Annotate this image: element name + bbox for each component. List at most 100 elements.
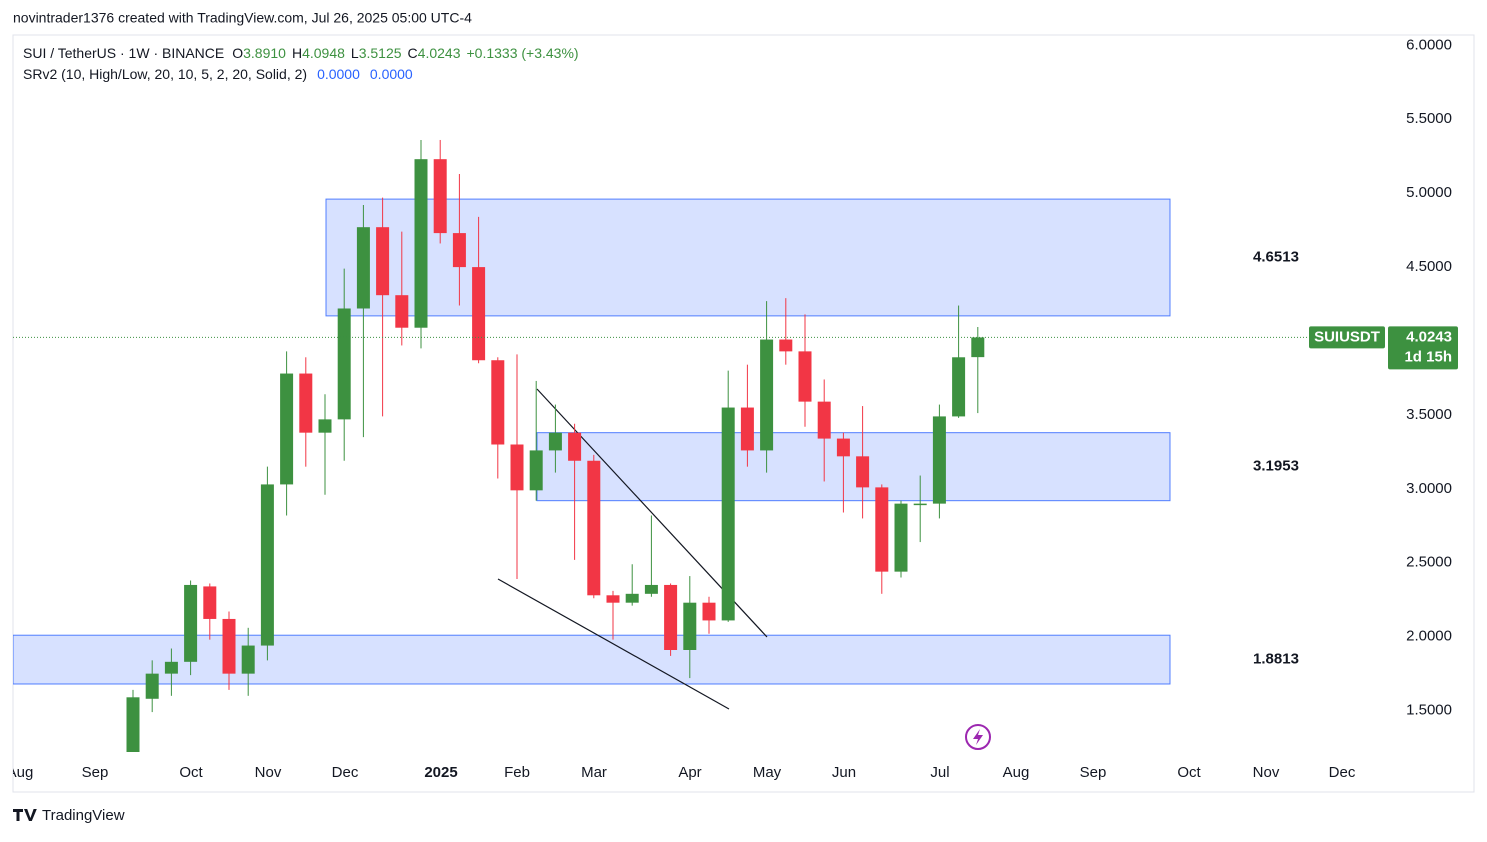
x-tick-label: 2025	[424, 764, 457, 781]
zone	[13, 634, 1171, 685]
candle-body	[664, 584, 678, 650]
ohlc-label: C	[408, 45, 418, 61]
ohlc-value: 4.0948	[302, 45, 345, 61]
candle-body	[203, 586, 217, 619]
x-tick-label: Aug	[7, 764, 34, 781]
y-tick-label: 2.0000	[1406, 628, 1452, 645]
x-tick-label: Sep	[1080, 764, 1107, 781]
x-tick-label: Oct	[179, 764, 203, 781]
indicator-name: SRv2 (10, High/Low, 20, 10, 5, 2, 20, So…	[23, 66, 307, 82]
candle-body	[913, 503, 927, 506]
zone-label: 1.8813	[1253, 651, 1299, 668]
y-tick-label: 5.5000	[1406, 110, 1452, 127]
y-tick-label: 6.0000	[1406, 36, 1452, 53]
trend-line	[497, 578, 730, 710]
candle-body	[184, 584, 198, 662]
candle-body	[241, 645, 255, 674]
candle-body	[356, 227, 370, 309]
candle-body	[606, 595, 620, 603]
indicator-value: 0.0000	[370, 66, 413, 82]
x-tick-label: Feb	[504, 764, 530, 781]
y-tick-label: 1.5000	[1406, 702, 1452, 719]
candle-body	[318, 419, 332, 433]
price-tag-box	[1388, 326, 1458, 370]
zone	[536, 432, 1171, 502]
candle-body	[721, 407, 735, 621]
candle-body	[779, 339, 793, 352]
y-tick-label: 3.5000	[1406, 406, 1452, 423]
candle-body	[683, 602, 697, 650]
y-tick-label: 3.0000	[1406, 480, 1452, 497]
countdown: 1d 15h	[1404, 348, 1452, 365]
candle-body	[587, 460, 601, 596]
x-axis: Aug Sep Oct Nov Dec 2025 Feb Mar Apr May Jun Jul Aug…	[7, 764, 1356, 781]
zone-label: 3.1953	[1253, 458, 1299, 475]
ohlc-label: O	[232, 45, 243, 61]
candle-body	[414, 159, 428, 328]
candle-body	[222, 618, 236, 674]
symbol-name: SUI / TetherUS · 1W · BINANCE	[23, 45, 224, 61]
indicator: SRv2 (10, High/Low, 20, 10, 5, 2, 20, So…	[23, 66, 413, 82]
ohlc-value: 3.8910	[243, 45, 286, 61]
candle-body	[472, 267, 486, 361]
candle-body	[856, 456, 870, 488]
x-tick-label: Dec	[332, 764, 359, 781]
ohlc-label: L	[351, 45, 359, 61]
candle-body	[568, 432, 582, 461]
change: +0.1333 (+3.43%)	[466, 45, 578, 61]
candle-body	[894, 503, 908, 572]
candle-body	[875, 487, 889, 572]
candle-body	[376, 227, 390, 296]
x-tick-label: Nov	[255, 764, 282, 781]
candle-body	[164, 661, 178, 674]
candle-body	[491, 360, 505, 445]
candle-body	[145, 673, 159, 699]
candle-body	[836, 438, 850, 457]
chart-frame	[12, 34, 1475, 793]
candle-body	[952, 357, 966, 417]
candle-body	[798, 351, 812, 402]
x-tick-label: Apr	[678, 764, 701, 781]
candle-body	[548, 432, 562, 451]
y-tick-label: 4.5000	[1406, 258, 1452, 275]
x-tick-label: Oct	[1177, 764, 1201, 781]
candle-body	[395, 295, 409, 328]
candle-body	[126, 697, 140, 752]
footer-brand: TradingView	[42, 807, 125, 824]
x-tick-label: Jun	[832, 764, 856, 781]
x-tick-label: Jul	[930, 764, 949, 781]
candle-body	[299, 373, 313, 433]
indicator-value: 0.0000	[317, 66, 360, 82]
zones	[13, 198, 1171, 685]
zone	[325, 198, 1171, 317]
x-tick-label: Sep	[82, 764, 109, 781]
candle-body	[280, 373, 294, 485]
x-tick-label: Mar	[581, 764, 607, 781]
candle-body	[817, 401, 831, 439]
candle-body	[702, 602, 716, 621]
x-tick-label: Nov	[1253, 764, 1280, 781]
x-tick-label: May	[753, 764, 782, 781]
zone-label: 4.6513	[1253, 248, 1299, 265]
candle-body	[625, 593, 639, 603]
y-tick-label: 5.0000	[1406, 184, 1452, 201]
x-tick-label: Dec	[1329, 764, 1356, 781]
candle-body	[452, 233, 466, 268]
price-tag: 4.0243	[1406, 328, 1452, 345]
footer: TradingView	[13, 807, 125, 824]
x-tick-label: Aug	[1003, 764, 1030, 781]
candle-body	[932, 416, 946, 504]
candle-body	[529, 450, 543, 491]
candle-body	[971, 337, 985, 358]
candle-body	[644, 584, 658, 594]
candle-body	[740, 407, 754, 451]
credit: novintrader1376 created with TradingView…	[13, 10, 472, 26]
ohlc-label: H	[292, 45, 302, 61]
candle-body	[260, 484, 274, 646]
candle-body	[760, 339, 774, 451]
y-tick-label: 2.5000	[1406, 554, 1452, 571]
ohlc-value: 4.0243	[418, 45, 461, 61]
candle-body	[337, 308, 351, 420]
